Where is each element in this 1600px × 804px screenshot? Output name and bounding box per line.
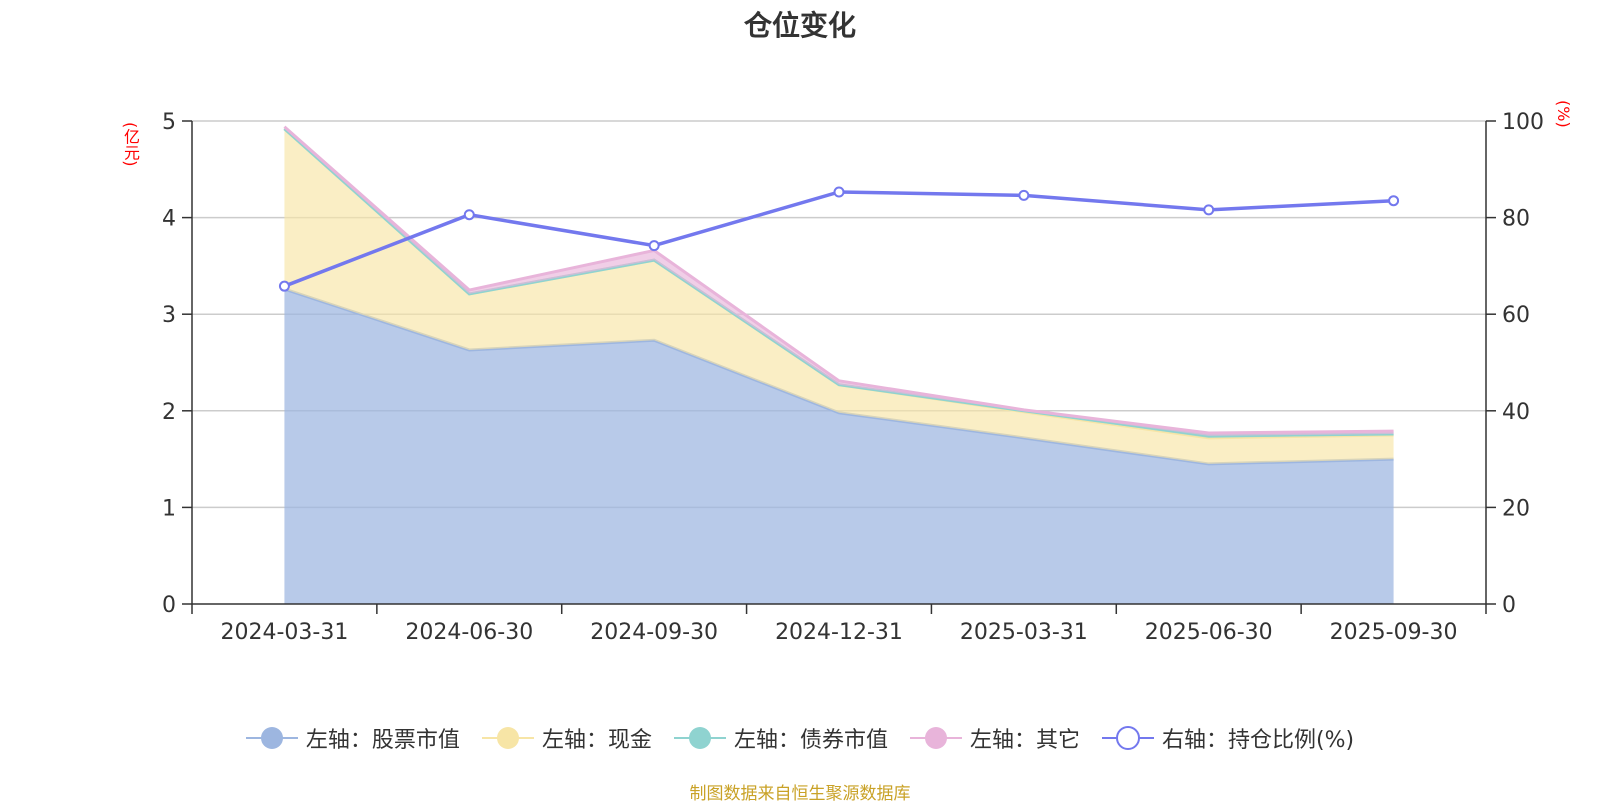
legend-item-ratio[interactable]: 右轴：持仓比例(%) xyxy=(1101,722,1355,754)
legend-ratio-icon xyxy=(1101,726,1154,750)
ratio-point xyxy=(833,186,845,198)
chart-title: 仓位变化 xyxy=(743,9,856,42)
legend-item-other[interactable]: 左轴：其它 xyxy=(909,722,1080,754)
legend-cash-label: 左轴：现金 xyxy=(541,728,652,753)
left-tick-label: 3 xyxy=(162,303,176,328)
legend: 左轴：股票市值 左轴：现金 左轴：债券市值 左轴：其它 xyxy=(0,722,1600,754)
right-tick-label: 60 xyxy=(1502,303,1530,328)
ratio-point xyxy=(1018,189,1030,201)
legend-item-bond[interactable]: 左轴：债券市值 xyxy=(673,722,888,754)
ratio-point xyxy=(1388,195,1400,207)
left-tick-label: 5 xyxy=(162,110,176,135)
x-tick-label: 2025-09-30 xyxy=(1330,620,1458,645)
plot-area: 0 1 2 3 4 5 0 20 40 60 80 100 2024-03-31 2024-06-30 20… xyxy=(162,110,1544,645)
left-tick-label: 4 xyxy=(162,207,176,232)
right-tick-label: 100 xyxy=(1502,110,1544,135)
x-tick-label: 2025-03-31 xyxy=(960,620,1088,645)
left-tick-label: 2 xyxy=(162,400,176,425)
right-tick-label: 80 xyxy=(1502,207,1530,232)
right-tick-label: 40 xyxy=(1502,400,1530,425)
legend-item-cash[interactable]: 左轴：现金 xyxy=(481,722,652,754)
ratio-point xyxy=(1203,204,1215,216)
left-tick-label: 1 xyxy=(162,496,176,521)
ratio-point xyxy=(648,240,660,252)
right-tick-label: 20 xyxy=(1502,496,1530,521)
legend-stock-icon xyxy=(245,727,298,749)
x-tick-label: 2025-06-30 xyxy=(1145,620,1273,645)
legend-bond-label: 左轴：债券市值 xyxy=(733,728,888,753)
x-tick-label: 2024-06-30 xyxy=(405,620,533,645)
ratio-point xyxy=(278,280,290,292)
legend-other-icon xyxy=(909,727,962,749)
area-edge-3 xyxy=(283,125,1394,435)
legend-item-stock[interactable]: 左轴：股票市值 xyxy=(245,722,460,754)
x-tick-label: 2024-09-30 xyxy=(590,620,718,645)
left-tick-label: 0 xyxy=(162,593,176,618)
left-axis-unit: (亿元) xyxy=(121,122,140,167)
area-0 xyxy=(284,289,1394,604)
x-tick-label: 2024-12-31 xyxy=(775,620,903,645)
legend-cash-icon xyxy=(481,727,534,749)
legend-other-label: 左轴：其它 xyxy=(969,728,1080,753)
legend-bond-icon xyxy=(673,727,726,749)
area-1 xyxy=(284,128,1394,464)
right-tick-label: 0 xyxy=(1502,593,1516,618)
x-tick-label: 2024-03-31 xyxy=(220,620,348,645)
ratio-point xyxy=(463,209,475,221)
legend-ratio-label: 右轴：持仓比例(%) xyxy=(1161,728,1355,753)
legend-stock-label: 左轴：股票市值 xyxy=(305,728,460,753)
right-axis-unit: (%) xyxy=(1554,100,1573,128)
source-note: 制图数据来自恒生聚源数据库 xyxy=(689,784,911,804)
